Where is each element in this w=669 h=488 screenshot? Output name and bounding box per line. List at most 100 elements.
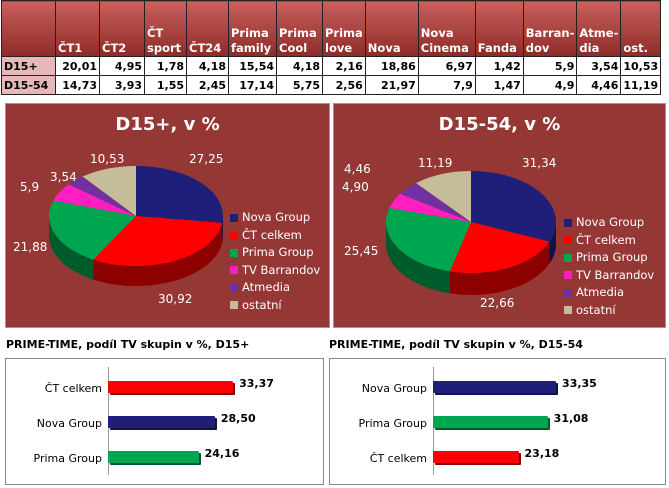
table-cell: 1,42 <box>474 56 524 76</box>
column-header: Prima Cool <box>276 0 323 57</box>
data-label: 31,34 <box>522 156 557 170</box>
data-label: 4,90 <box>342 180 369 194</box>
legend-label: ČT celkem <box>576 232 636 247</box>
legend-swatch <box>564 218 572 227</box>
legend-item: ostatní <box>230 297 320 315</box>
legend-item: ostatní <box>564 302 654 320</box>
data-label: 23,18 <box>524 447 560 460</box>
pie-slice <box>400 183 471 222</box>
pie-slice <box>82 166 136 216</box>
data-label: 22,66 <box>480 296 515 310</box>
table-cell: 4,95 <box>99 56 145 76</box>
legend-item: Atmedia <box>564 284 654 302</box>
legend-label: ostatní <box>242 297 282 312</box>
table-cell: 11,19 <box>620 75 662 95</box>
legend-item: ČT celkem <box>230 227 320 245</box>
pie-slice-side <box>49 216 94 280</box>
data-label: 33,35 <box>562 377 597 390</box>
legend-item: Prima Group <box>564 249 654 267</box>
column-header: Barran-dov <box>522 0 578 57</box>
table-cell: 5,9 <box>522 56 578 76</box>
table-cell: 20,01 <box>55 56 100 76</box>
column-header: Nova <box>364 0 419 57</box>
table-cell: 3,54 <box>576 56 622 76</box>
pie-slice-side <box>449 241 550 295</box>
table-row: D15-54 14,73 3,93 1,55 2,45 17,14 5,75 2,56 21,9… <box>1 75 662 95</box>
pie-slice <box>386 207 471 272</box>
legend: Nova Group ČT celkem Prima Group TV Barrand… <box>230 209 320 314</box>
bar <box>108 451 199 463</box>
column-header: Nova Cinema <box>417 0 476 57</box>
legend-item: Nova Group <box>230 209 320 227</box>
data-label: 21,88 <box>13 240 48 254</box>
legend-label: Nova Group <box>576 215 645 229</box>
legend: Nova Group ČT celkem Prima Group TV Barrand… <box>564 214 654 319</box>
bar-chart-d15-54: Nova Group 33,35 Prima Group 31,08 ČT celkem… <box>329 358 666 485</box>
pie-slice <box>53 184 137 216</box>
legend-label: TV Barrandov <box>242 262 321 277</box>
pie-slice-side <box>549 222 556 264</box>
table-cell: 3,93 <box>99 75 145 95</box>
category-label: Prima Group <box>33 452 102 465</box>
column-header: ČT2 <box>99 0 145 57</box>
bar <box>108 416 215 428</box>
table-cell: 10,53 <box>620 56 662 76</box>
bar <box>108 381 234 393</box>
column-header: ČT sport <box>144 0 187 57</box>
pie-slice-side <box>222 216 223 244</box>
table-cell: 2,16 <box>322 56 366 76</box>
table-cell: 18,86 <box>364 56 419 76</box>
table-cell: 15,54 <box>228 56 277 76</box>
legend-swatch <box>564 288 572 297</box>
table-cell: 4,46 <box>576 75 622 95</box>
data-label: 27,25 <box>189 152 224 166</box>
legend-label: Nova Group <box>242 210 311 224</box>
pie-title: D15+, v % <box>115 114 220 135</box>
legend-swatch <box>564 306 572 315</box>
data-label: 5,9 <box>20 180 40 194</box>
table-cell: 4,18 <box>186 56 229 76</box>
bar-chart-d15plus: ČT celkem 33,37 Nova Group 28,50 Prima Group… <box>5 358 324 485</box>
bar <box>433 381 557 393</box>
data-label: 33,37 <box>239 377 274 390</box>
legend-swatch <box>564 271 572 280</box>
legend-label: ČT celkem <box>242 227 302 242</box>
pie-slice <box>68 176 136 216</box>
data-label: 3,54 <box>50 170 77 184</box>
table-cell: 4,9 <box>522 75 578 95</box>
pie-slice <box>416 171 471 222</box>
pie-slice <box>471 171 556 242</box>
table-cell: 2,56 <box>322 75 366 95</box>
pie-chart <box>386 171 556 295</box>
legend-item: ČT celkem <box>564 232 654 250</box>
legend-swatch <box>564 253 572 262</box>
data-label: 11,19 <box>418 156 453 170</box>
data-label: 10,53 <box>90 152 125 166</box>
legend-label: Prima Group <box>242 245 314 259</box>
table-cell: 5,75 <box>276 75 323 95</box>
legend-label: ostatní <box>576 302 616 317</box>
row-label: D15+ <box>1 56 56 76</box>
data-label: 25,45 <box>344 244 379 258</box>
column-header: Fanda <box>474 0 524 57</box>
column-header: ČT1 <box>55 0 100 57</box>
pie-slice <box>449 222 550 273</box>
legend-item: TV Barrandov <box>230 262 320 280</box>
category-label: ČT celkem <box>44 382 102 395</box>
pie-panel-d15-54: D15-54, v % 31,34 22,66 25,45 4,90 4,46 … <box>333 103 666 328</box>
pie-slice-side <box>93 223 223 286</box>
legend-item: Nova Group <box>564 214 654 232</box>
data-label: 30,92 <box>158 292 193 306</box>
column-header: ČT24 <box>186 0 229 57</box>
category-label: Nova Group <box>361 382 427 395</box>
legend-swatch <box>230 248 238 257</box>
category-label: ČT celkem <box>369 452 427 465</box>
row-label: D15-54 <box>1 75 56 95</box>
column-header: Prima family <box>228 0 277 57</box>
bar-chart-title: PRIME-TIME, podíl TV skupin v %, D15+ <box>6 338 250 351</box>
table-cell: 6,97 <box>417 56 476 76</box>
bar <box>433 416 548 428</box>
share-table: ČT1 ČT2 ČT sport ČT24 Prima family Prima Cool… <box>1 0 662 95</box>
data-label: 4,46 <box>344 162 371 176</box>
pie-slice <box>48 200 136 260</box>
